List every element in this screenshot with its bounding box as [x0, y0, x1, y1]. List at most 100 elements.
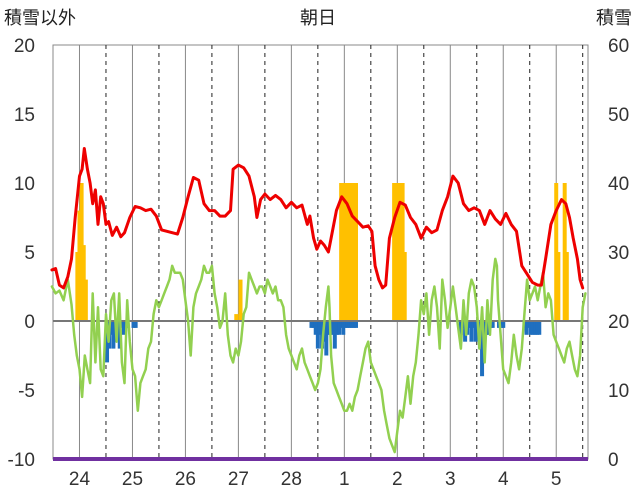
left-axis-title: 積雪以外 [4, 8, 76, 28]
right-axis-title: 積雪 [596, 8, 632, 28]
x-tick-label: 2 [392, 469, 403, 490]
snowfall-bar [234, 314, 239, 321]
snowfall-bar [353, 183, 358, 321]
snowfall-bar [79, 183, 84, 321]
snow_decrease-bar [334, 321, 339, 335]
snowfall-bar [554, 183, 559, 321]
snow_decrease-bar [315, 321, 320, 349]
snowfall-bar [81, 245, 86, 321]
x-tick-label: 3 [445, 469, 456, 490]
x-tick-label: 24 [69, 469, 91, 490]
snowfall-bar [402, 252, 407, 321]
snowfall-bar [351, 183, 356, 321]
snow_decrease-bar [526, 321, 531, 328]
snowfall-bar [339, 183, 344, 321]
snow_decrease-bar [537, 321, 542, 335]
snow_decrease-bar [528, 321, 533, 335]
snow_decrease-bar [499, 321, 504, 328]
snow_decrease-bar [317, 321, 322, 335]
snow_decrease-bar [353, 321, 358, 328]
snow_decrease-bar [111, 321, 116, 349]
line-series [50, 147, 587, 454]
y-right-tick-label: 10 [608, 381, 629, 402]
snowfall-bar [238, 279, 243, 321]
snow_decrease-bar [471, 321, 476, 328]
snow_decrease-bar [324, 321, 329, 356]
x-axis-ticks: 24 25 26 27 28 1 2 3 4 5 [69, 469, 562, 490]
snow_decrease-bar [524, 321, 529, 335]
y-left-tick-label: -5 [18, 381, 35, 402]
snowfall-bar [394, 183, 399, 321]
left-axis-ticks: 20 15 10 5 0 -5 -10 [8, 36, 35, 471]
snowfall-bar [75, 252, 80, 321]
snow_decrease-bar [133, 321, 138, 328]
snowfall-bar [345, 183, 350, 321]
snowfall-bar [349, 183, 354, 321]
snowfall-bar [83, 279, 88, 321]
y-left-tick-label: -10 [8, 450, 35, 471]
snow_decrease-bar [330, 321, 335, 335]
y-left-tick-label: 10 [14, 174, 35, 195]
chart-title: 朝日 [300, 8, 336, 28]
snowfall-bar [396, 183, 401, 321]
snowfall-bar [564, 252, 569, 321]
snow_decrease-bar [105, 321, 110, 363]
y-left-tick-label: 15 [14, 105, 35, 126]
snow_decrease-bar [332, 321, 337, 349]
snow_decrease-bar [473, 321, 478, 342]
snowfall-bar [77, 210, 82, 321]
snow_decrease-bar [535, 321, 540, 335]
x-tick-label: 5 [551, 469, 562, 490]
snowfall-bar [556, 252, 561, 321]
y-left-tick-label: 0 [24, 312, 35, 333]
x-tick-label: 4 [498, 469, 509, 490]
y-left-tick-label: 20 [14, 36, 35, 57]
snowfall-bar [400, 183, 405, 321]
snow_decrease-bar [533, 321, 538, 335]
snow_decrease-bar [480, 321, 485, 377]
y-right-tick-label: 30 [608, 243, 629, 264]
snow_decrease-bar [119, 321, 124, 328]
snow_decrease-bar [347, 321, 352, 328]
snow_decrease-bar [109, 321, 114, 335]
snow_decrease-bar [343, 321, 348, 328]
snow_decrease-bar [490, 321, 495, 328]
temperature-line [50, 147, 585, 290]
y-right-tick-label: 60 [608, 36, 629, 57]
snow_decrease-bar [469, 321, 474, 342]
snow_decrease-bar [467, 321, 472, 328]
snowfall-bar [562, 183, 567, 321]
snowfall-bar [392, 183, 397, 321]
snowfall-bar [347, 183, 352, 321]
x-tick-label: 27 [228, 469, 249, 490]
x-tick-label: 1 [339, 469, 350, 490]
snow_decrease-bar [339, 321, 344, 328]
snowfall-bar [398, 183, 403, 321]
dewpoint-line [50, 257, 587, 454]
snow_decrease-bar [313, 321, 318, 335]
snow_decrease-bar [326, 321, 331, 335]
y-right-tick-label: 20 [608, 312, 629, 333]
right-axis-ticks: 60 50 40 30 20 10 0 [608, 36, 629, 471]
x-tick-label: 28 [281, 469, 302, 490]
snow_decrease-bar [530, 321, 535, 335]
snow_decrease-bar [131, 321, 136, 328]
snow_decrease-bar [349, 321, 354, 328]
plot-frame [52, 44, 589, 460]
y-left-tick-label: 5 [24, 243, 35, 264]
snow_decrease-bar [121, 321, 126, 335]
snow_decrease-bar [341, 321, 346, 335]
snow_decrease-bar [351, 321, 356, 328]
snow_decrease-bar [345, 321, 350, 328]
x-tick-label: 25 [122, 469, 143, 490]
snowfall-bar [343, 183, 348, 321]
y-right-tick-label: 40 [608, 174, 629, 195]
snow_decrease-bar [337, 321, 342, 335]
y-right-tick-label: 0 [608, 450, 619, 471]
y-right-tick-label: 50 [608, 105, 629, 126]
snow_decrease-bar [309, 321, 314, 328]
snow_decrease-bar [311, 321, 316, 328]
x-tick-label: 26 [175, 469, 196, 490]
snow_decrease-bar [501, 321, 506, 328]
